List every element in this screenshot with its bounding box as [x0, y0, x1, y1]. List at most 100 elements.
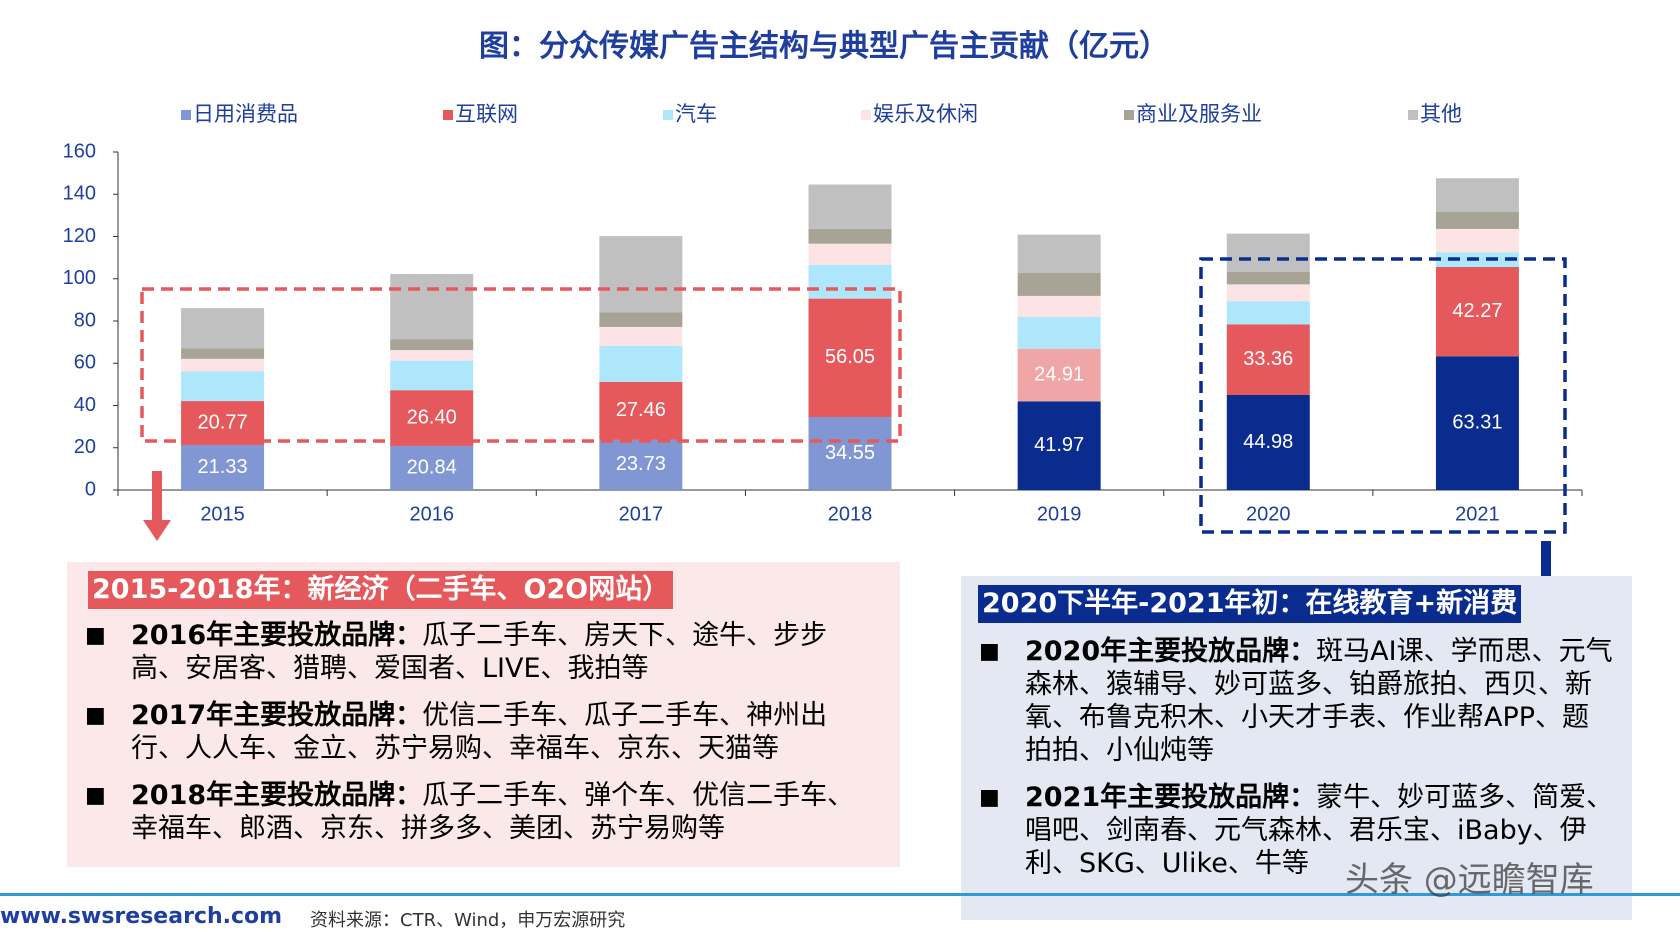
bar-segment [1435, 356, 1519, 490]
footer-site: www.swsresearch.com [0, 904, 283, 929]
bar-segment [390, 350, 474, 361]
highlight-box [1199, 257, 1567, 534]
bar-segment [1017, 348, 1101, 402]
x-tick-label: 2015 [200, 503, 245, 525]
y-tick-label: 80 [74, 309, 96, 331]
bar-segment [808, 298, 892, 418]
brand-item: 2016年主要投放品牌：瓜子二手车、房天下、途牛、步步高、安居客、猎聘、爱国者、… [67, 619, 867, 685]
bar-segment [1226, 324, 1310, 395]
bar-segment [390, 339, 474, 351]
y-tick-label: 20 [74, 436, 96, 458]
watermark: 头条 @远瞻智库 [1345, 860, 1594, 900]
item-label: 2021年主要投放品牌： [1025, 782, 1317, 813]
bar-segment [599, 326, 683, 346]
bar-segment [1435, 212, 1519, 229]
panel-header: 2020下半年-2021年初：在线教育+新消费 [978, 585, 1522, 623]
bar-segment [808, 184, 892, 229]
value-label: 20.84 [407, 456, 457, 478]
brand-item: 2018年主要投放品牌：瓜子二手车、弹个车、优信二手车、幸福车、郎酒、京东、拼多… [67, 779, 867, 845]
bar-segment [808, 264, 892, 299]
bar-segment [599, 312, 683, 327]
bar-segment [390, 274, 474, 340]
brand-item: 2017年主要投放品牌：优信二手车、瓜子二手车、神州出行、人人车、金立、苏宁易购… [67, 699, 867, 765]
value-label: 56.05 [825, 346, 875, 368]
value-label: 63.31 [1452, 411, 1502, 433]
bar-segment [808, 228, 892, 244]
bar-segment [1226, 301, 1310, 325]
legend-swatch [443, 110, 453, 120]
value-label: 44.98 [1243, 431, 1293, 453]
y-tick-label: 60 [74, 352, 96, 374]
bar-segment [599, 345, 683, 382]
bar-segment [1017, 401, 1101, 490]
value-label: 33.36 [1243, 348, 1293, 370]
value-label: 24.91 [1034, 363, 1084, 385]
legend-label: 其他 [1420, 102, 1462, 126]
legend-swatch [181, 110, 191, 120]
bar-segment [1017, 234, 1101, 273]
bar-segment [181, 358, 265, 372]
item-text: 瓜子二手车、房天下、途牛、步步高、安居客、猎聘、爱国者、LIVE、我拍等 [131, 620, 828, 684]
value-label: 23.73 [616, 453, 666, 475]
y-tick-label: 100 [63, 267, 96, 289]
value-label: 21.33 [198, 456, 248, 478]
bar-segment [1226, 271, 1310, 285]
bar-segment [599, 381, 683, 440]
bar-segment [1435, 228, 1519, 253]
brand-item: 2021年主要投放品牌：蒙牛、妙可蓝多、简爱、唱吧、剑南春、元气森林、君乐宝、i… [961, 781, 1616, 880]
left-panel: 2015-2018年：新经济（二手车、O2O网站） 2016年主要投放品牌：瓜子… [67, 562, 900, 867]
value-label: 26.40 [407, 406, 457, 428]
item-label: 2020年主要投放品牌： [1025, 636, 1317, 667]
bar-segment [808, 417, 892, 490]
legend-swatch [1124, 110, 1134, 120]
y-tick-label: 0 [85, 478, 96, 500]
bar-segment [181, 308, 265, 349]
item-text: 瓜子二手车、弹个车、优信二手车、幸福车、郎酒、京东、拼多多、美团、苏宁易购等 [131, 780, 855, 844]
footer-source: 资料来源：CTR、Wind，申万宏源研究 [310, 910, 626, 931]
bar-segment [390, 360, 474, 391]
bar-segment [1017, 272, 1101, 296]
bar-segment [1435, 266, 1519, 357]
bar-segment [181, 444, 265, 490]
bar-segment [1017, 317, 1101, 349]
legend-label: 汽车 [675, 102, 717, 126]
legend-swatch [861, 110, 871, 120]
item-label: 2016年主要投放品牌： [131, 620, 423, 651]
y-tick-label: 140 [63, 183, 96, 205]
legend-swatch [1408, 110, 1418, 120]
bar-segment [599, 439, 683, 490]
item-label: 2017年主要投放品牌： [131, 700, 423, 731]
x-tick-label: 2020 [1246, 503, 1291, 525]
value-label: 42.27 [1452, 300, 1502, 322]
bar-segment [181, 348, 265, 359]
bar-segment [181, 371, 265, 402]
arrow [143, 471, 171, 541]
value-label: 34.55 [825, 442, 875, 464]
y-tick-label: 40 [74, 394, 96, 416]
x-tick-label: 2017 [619, 503, 664, 525]
chart-title: 图：分众传媒广告主结构与典型广告主贡献（亿元） [479, 29, 1169, 63]
legend-swatch [663, 110, 673, 120]
item-list: 2016年主要投放品牌：瓜子二手车、房天下、途牛、步步高、安居客、猎聘、爱国者、… [67, 619, 867, 859]
bar-segment [1226, 233, 1310, 272]
x-tick-label: 2021 [1455, 503, 1500, 525]
panel-header: 2015-2018年：新经济（二手车、O2O网站） [88, 571, 674, 609]
value-label: 20.77 [198, 411, 248, 433]
legend-label: 日用消费品 [193, 102, 298, 126]
item-text: 蒙牛、妙可蓝多、简爱、唱吧、剑南春、元气森林、君乐宝、iBaby、伊利、SKG、… [1025, 782, 1614, 879]
value-label: 27.46 [616, 399, 666, 421]
legend-label: 商业及服务业 [1136, 102, 1262, 126]
legend-label: 互联网 [455, 102, 518, 126]
bar-segment [390, 390, 474, 446]
bar-segment [599, 236, 683, 313]
item-list: 2020年主要投放品牌：斑马AI课、学而思、元气森林、猿辅导、妙可蓝多、铂爵旅拍… [961, 635, 1616, 894]
bar-segment [1226, 394, 1310, 490]
y-tick-label: 120 [63, 225, 96, 247]
y-tick-label: 160 [63, 140, 96, 162]
right-panel: 2020下半年-2021年初：在线教育+新消费 2020年主要投放品牌：斑马AI… [961, 576, 1632, 920]
bar-segment [1226, 284, 1310, 302]
bar-segment [390, 445, 474, 490]
x-tick-label: 2016 [409, 503, 454, 525]
